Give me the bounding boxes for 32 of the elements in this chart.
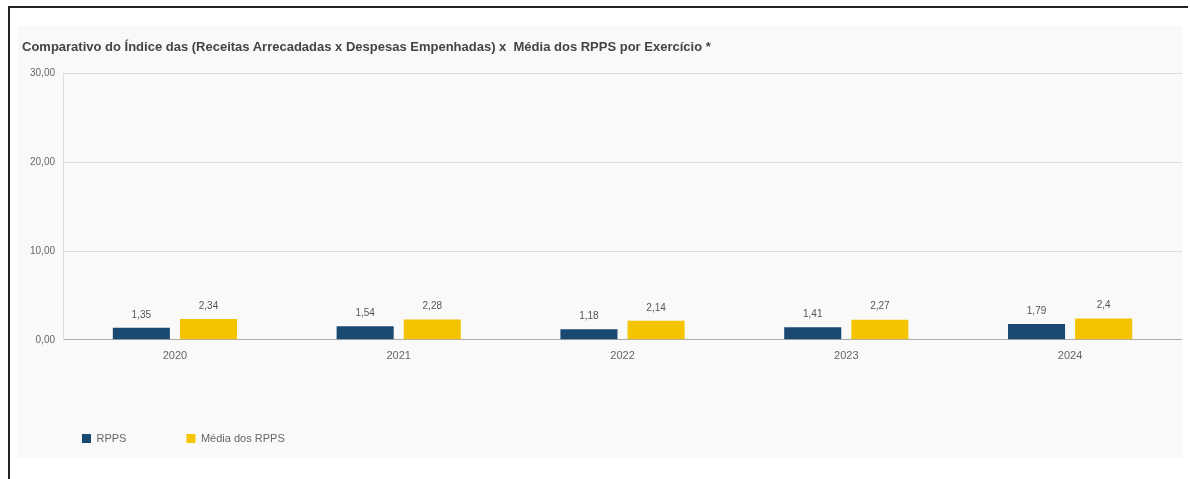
chart-title: Comparativo do Índice das (Receitas Arrecadadas x Despesas Empenhadas) x Média dos RPPS por Exercício *: [22, 39, 712, 55]
y-tick-label: 10,00: [29, 244, 56, 256]
bar: [179, 319, 238, 340]
y-tick-label: 20,00: [29, 156, 56, 168]
data-label: 1,41: [803, 308, 823, 320]
data-label: 2,14: [646, 301, 667, 313]
legend-label: Média dos RPPS: [200, 431, 285, 444]
x-tick-label: 2020: [162, 349, 188, 362]
bar: [403, 319, 461, 340]
data-label: 2,4: [1096, 299, 1112, 311]
x-tick-label: 2024: [1057, 349, 1083, 362]
bar: [627, 320, 685, 340]
data-label: 1,35: [131, 308, 152, 320]
data-label: 1,18: [579, 310, 600, 322]
legend-label: RPPS: [96, 431, 127, 444]
y-tick-label: 0,00: [35, 333, 56, 345]
data-label: 2,28: [422, 300, 443, 312]
data-label: 1,54: [355, 306, 376, 318]
data-label: 2,34: [198, 299, 219, 311]
bar: [336, 326, 394, 340]
y-tick-label: 30,00: [29, 67, 56, 79]
bar: [784, 327, 842, 340]
bar: [851, 319, 909, 340]
bar: [112, 327, 170, 340]
x-tick-label: 2022: [610, 349, 635, 362]
bar: [560, 329, 618, 340]
bar: [1075, 318, 1133, 340]
bar: [1008, 323, 1066, 340]
data-label: 1,79: [1026, 304, 1047, 316]
x-tick-label: 2023: [834, 349, 859, 362]
x-tick-label: 2021: [386, 349, 411, 362]
data-label: 2,27: [870, 300, 891, 312]
